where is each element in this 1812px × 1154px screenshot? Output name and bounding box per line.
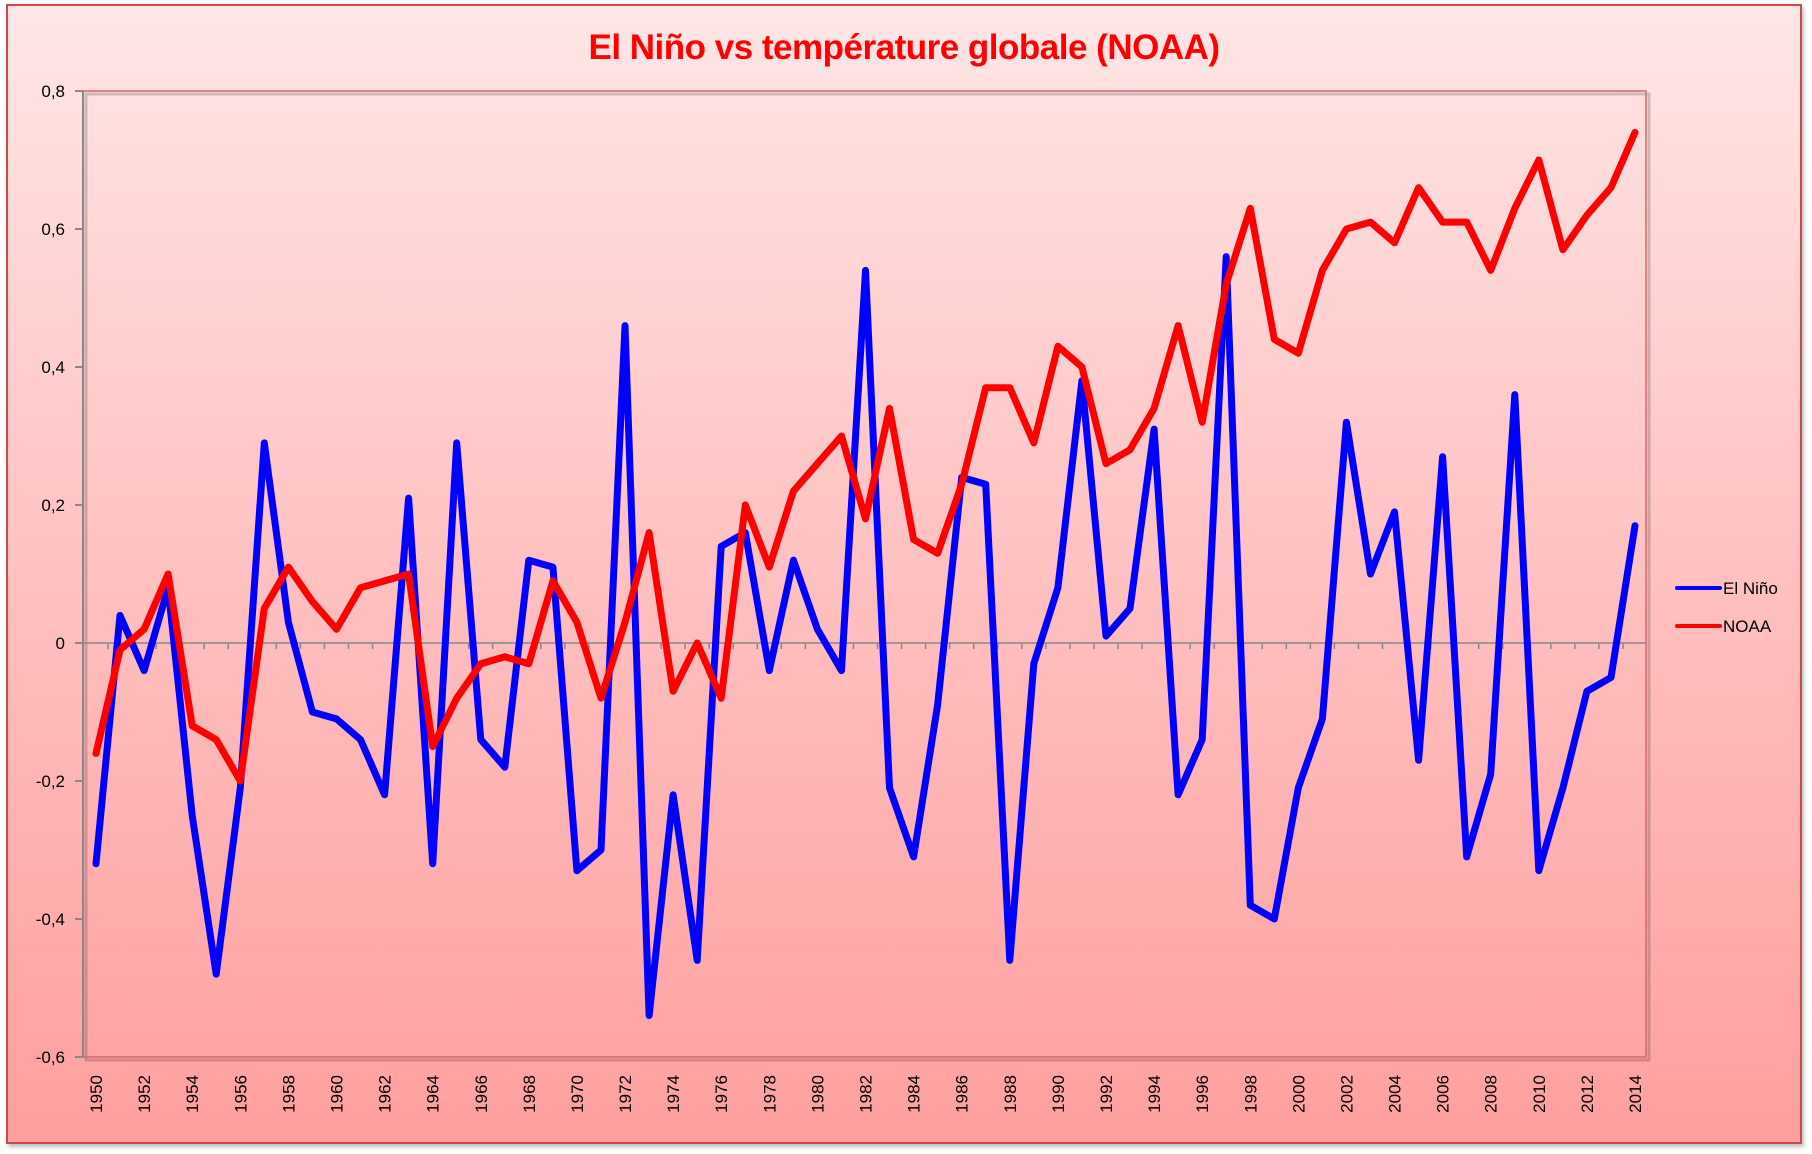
x-tick-label: 1964 bbox=[424, 1075, 443, 1113]
x-tick-label: 1968 bbox=[520, 1075, 539, 1113]
x-tick-label: 2010 bbox=[1530, 1075, 1549, 1113]
x-tick-label: 1952 bbox=[135, 1075, 154, 1113]
x-tick-label: 1958 bbox=[279, 1075, 298, 1113]
x-tick-label: 1960 bbox=[327, 1075, 346, 1113]
x-tick-label: 2008 bbox=[1482, 1075, 1501, 1113]
x-tick-label: 2000 bbox=[1289, 1075, 1308, 1113]
y-tick-label: -0,2 bbox=[36, 772, 65, 791]
y-tick-label: 0,2 bbox=[41, 496, 65, 515]
plot-shadow bbox=[84, 92, 1651, 1062]
y-tick-label: 0,8 bbox=[41, 82, 65, 101]
plot-area bbox=[82, 90, 1651, 1062]
y-tick-label: 0,6 bbox=[41, 220, 65, 239]
x-tick-label: 1992 bbox=[1097, 1075, 1116, 1113]
series-line-el-ni-o bbox=[92, 253, 1639, 1020]
x-tick-label: 1950 bbox=[87, 1075, 106, 1113]
plot-border bbox=[82, 90, 1647, 1058]
legend-label: NOAA bbox=[1723, 617, 1772, 636]
x-tick-label: 1956 bbox=[231, 1075, 250, 1113]
x-tick-label: 1984 bbox=[905, 1075, 924, 1113]
x-tick-label: 2004 bbox=[1386, 1075, 1405, 1113]
x-tick-label: 1974 bbox=[664, 1075, 683, 1113]
y-tick-label: 0 bbox=[56, 634, 65, 653]
chart-title: El Niño vs température globale (NOAA) bbox=[588, 28, 1220, 67]
x-tick-label: 1998 bbox=[1241, 1075, 1260, 1113]
axes bbox=[82, 91, 1646, 1057]
series-lines bbox=[92, 128, 1639, 1020]
series-line-noaa bbox=[92, 128, 1639, 785]
x-axis-ticks: 1950 1952 1954 1956 1958 1960 1962 1964 1966 1968… bbox=[87, 643, 1645, 1113]
x-tick-label: 1980 bbox=[808, 1075, 827, 1113]
x-tick-label: 1994 bbox=[1145, 1075, 1164, 1113]
x-tick-label: 1966 bbox=[472, 1075, 491, 1113]
y-tick-label: -0,6 bbox=[36, 1048, 65, 1067]
y-axis-ticks: 0,8 0,6 0,4 0,2 0 -0,2 -0,4 -0,6 bbox=[36, 82, 83, 1067]
legend: El Niño NOAA bbox=[1675, 579, 1778, 636]
x-tick-label: 1986 bbox=[953, 1075, 972, 1113]
x-tick-label: 2012 bbox=[1578, 1075, 1597, 1113]
x-tick-label: 1970 bbox=[568, 1075, 587, 1113]
x-tick-label: 1962 bbox=[376, 1075, 395, 1113]
x-tick-label: 2006 bbox=[1434, 1075, 1453, 1113]
x-tick-label: 1954 bbox=[183, 1075, 202, 1113]
x-tick-label: 1988 bbox=[1001, 1075, 1020, 1113]
x-tick-label: 1982 bbox=[857, 1075, 876, 1113]
y-tick-label: -0,4 bbox=[36, 910, 65, 929]
x-tick-label: 1978 bbox=[760, 1075, 779, 1113]
x-tick-label: 2014 bbox=[1626, 1075, 1645, 1113]
x-tick-label: 1976 bbox=[712, 1075, 731, 1113]
x-tick-label: 1996 bbox=[1193, 1075, 1212, 1113]
y-tick-label: 0,4 bbox=[41, 358, 65, 377]
x-tick-label: 1972 bbox=[616, 1075, 635, 1113]
legend-label: El Niño bbox=[1723, 579, 1778, 598]
x-tick-label: 2002 bbox=[1337, 1075, 1356, 1113]
x-tick-label: 1990 bbox=[1049, 1075, 1068, 1113]
